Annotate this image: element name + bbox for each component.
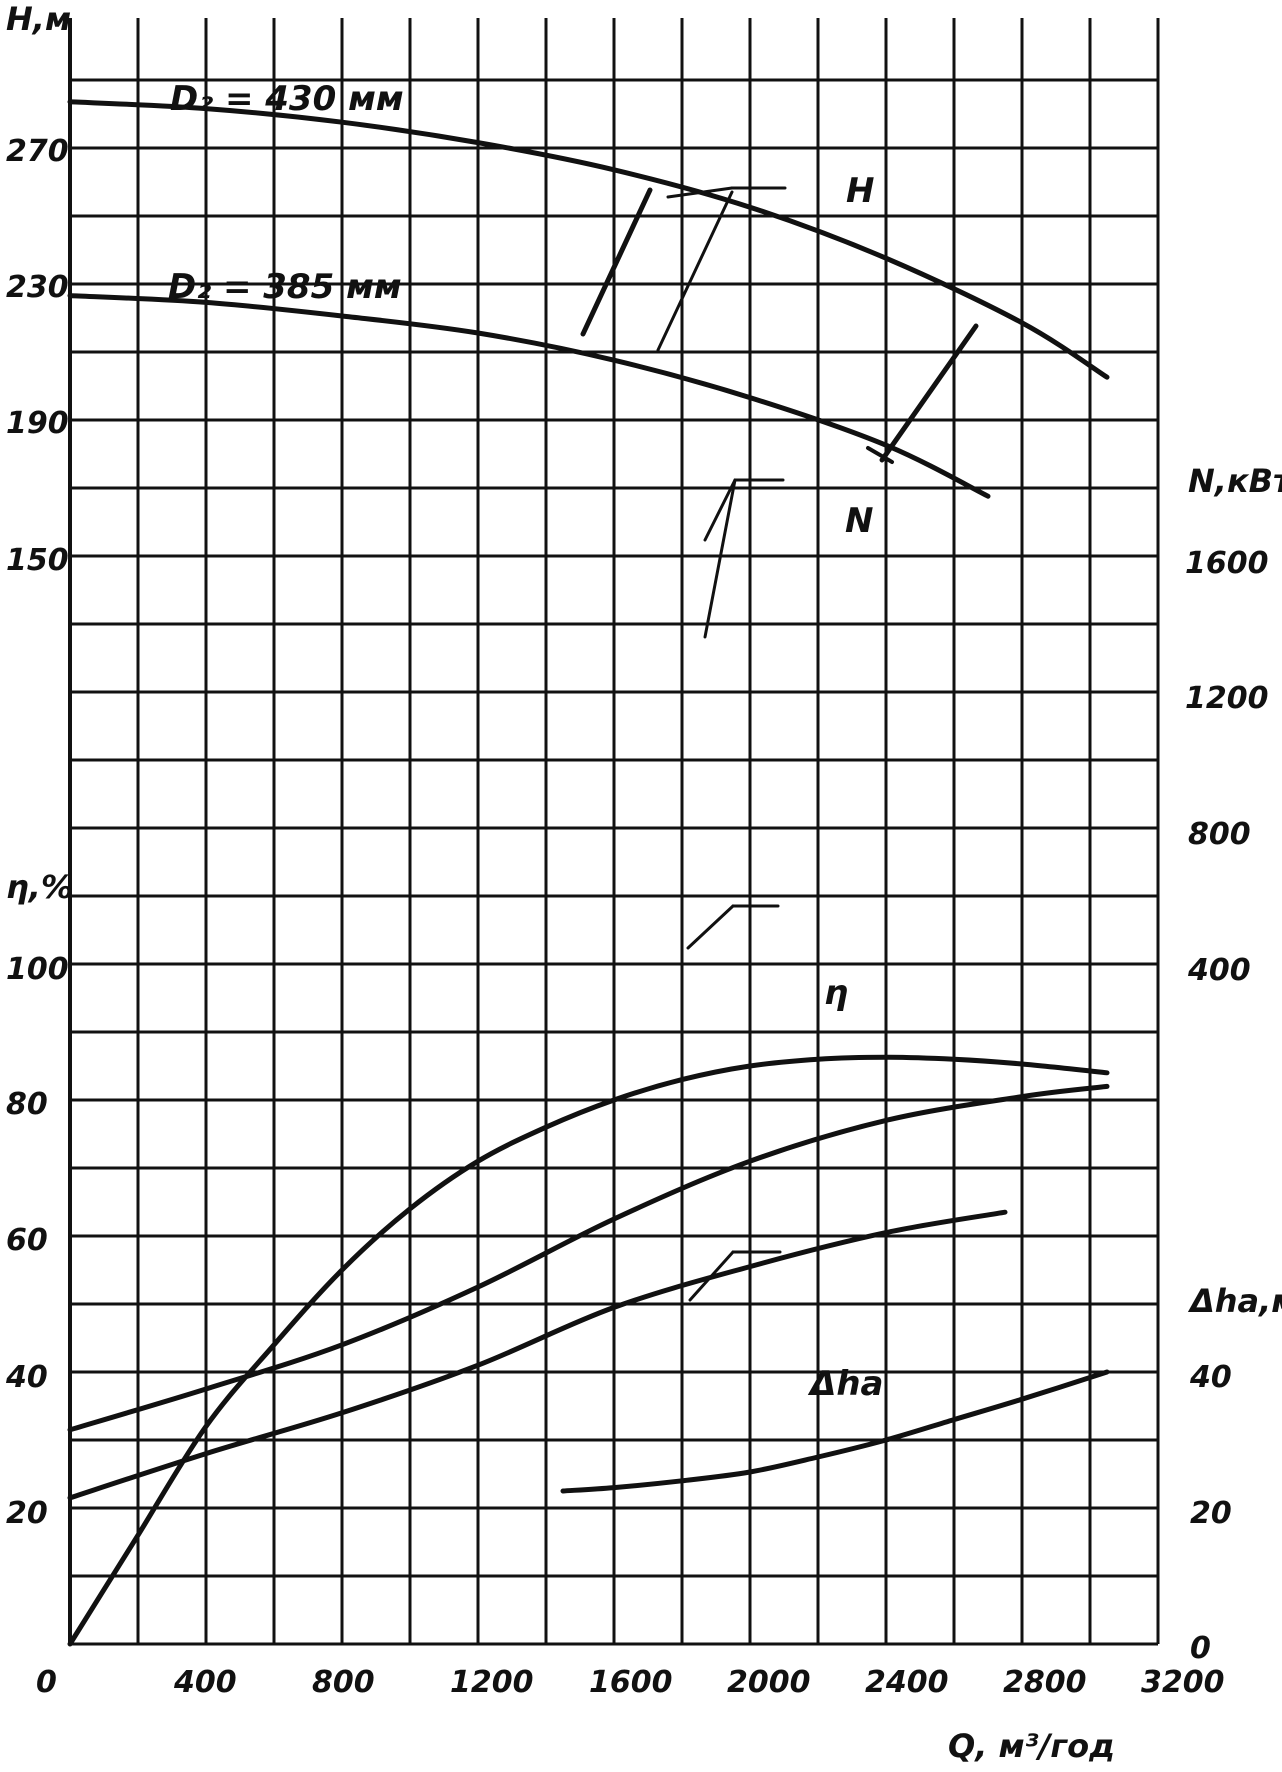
x-tick-label: 0 — [36, 1665, 57, 1700]
x-tick-label: 800 — [312, 1665, 375, 1700]
efficiency-tick-label: 60 — [6, 1223, 48, 1258]
head-tick-label: 230 — [6, 270, 69, 305]
x-tick-label: 3200 — [1141, 1665, 1225, 1700]
x-tick-label: 1600 — [589, 1665, 673, 1700]
leader-line — [879, 323, 979, 463]
x-tick-label: 400 — [173, 1665, 237, 1700]
leader-line — [866, 446, 894, 464]
power-axis-title: N,кВт — [1188, 462, 1282, 500]
leader-line — [580, 187, 653, 337]
x-tick-label: 1200 — [450, 1665, 534, 1700]
curve-N-430 — [67, 1083, 1110, 1433]
npsh-tick-label: 0 — [1190, 1631, 1211, 1666]
efficiency-tick-label: 100 — [6, 952, 69, 987]
head-axis-title: H,м — [6, 0, 71, 38]
eta-curve-label: η — [824, 973, 848, 1013]
H-curve-label: H — [846, 171, 874, 211]
leader-line — [703, 478, 737, 542]
head-tick-label: 150 — [6, 543, 69, 578]
head-tick-label: 190 — [6, 406, 69, 441]
curve-H-385 — [67, 293, 991, 499]
efficiency-axis-title: η,% — [6, 868, 73, 906]
x-tick-label: 2400 — [865, 1665, 949, 1700]
npsh-tick-label: 40 — [1189, 1360, 1232, 1395]
d430-curve-label: D₂ = 430 мм — [170, 79, 404, 119]
N-curve-label: N — [845, 501, 873, 541]
curve-N-385 — [67, 1209, 1008, 1501]
leader-line — [666, 186, 734, 199]
leader-line — [688, 1250, 735, 1302]
leader-line — [703, 478, 737, 639]
annotation-leaders — [580, 186, 979, 1302]
x-axis-title: Q, м³/год — [948, 1727, 1115, 1765]
x-tick-label: 2000 — [727, 1665, 811, 1700]
efficiency-tick-label: 80 — [6, 1087, 48, 1122]
x-tick-label: 2800 — [1003, 1665, 1087, 1700]
efficiency-tick-label: 40 — [5, 1360, 48, 1395]
curves — [67, 99, 1110, 1647]
npsh-axis-title: Δhа,м — [1187, 1282, 1282, 1320]
curve-dha — [560, 1369, 1110, 1494]
d385-curve-label: D₂ = 385 мм — [168, 267, 402, 307]
dha-curve-label: Δhа — [807, 1364, 883, 1404]
npsh-tick-label: 20 — [1190, 1496, 1232, 1531]
head-tick-label: 270 — [6, 134, 69, 169]
power-tick-label: 400 — [1187, 953, 1251, 988]
power-tick-label: 800 — [1188, 817, 1251, 852]
power-tick-label: 1600 — [1185, 546, 1269, 581]
curve-H-430 — [67, 99, 1110, 380]
grid — [68, 18, 1160, 1646]
power-tick-label: 1200 — [1185, 681, 1269, 716]
curve-eta — [67, 1054, 1110, 1647]
leader-line — [656, 190, 734, 352]
efficiency-tick-label: 20 — [6, 1496, 48, 1531]
leader-line — [686, 904, 735, 950]
